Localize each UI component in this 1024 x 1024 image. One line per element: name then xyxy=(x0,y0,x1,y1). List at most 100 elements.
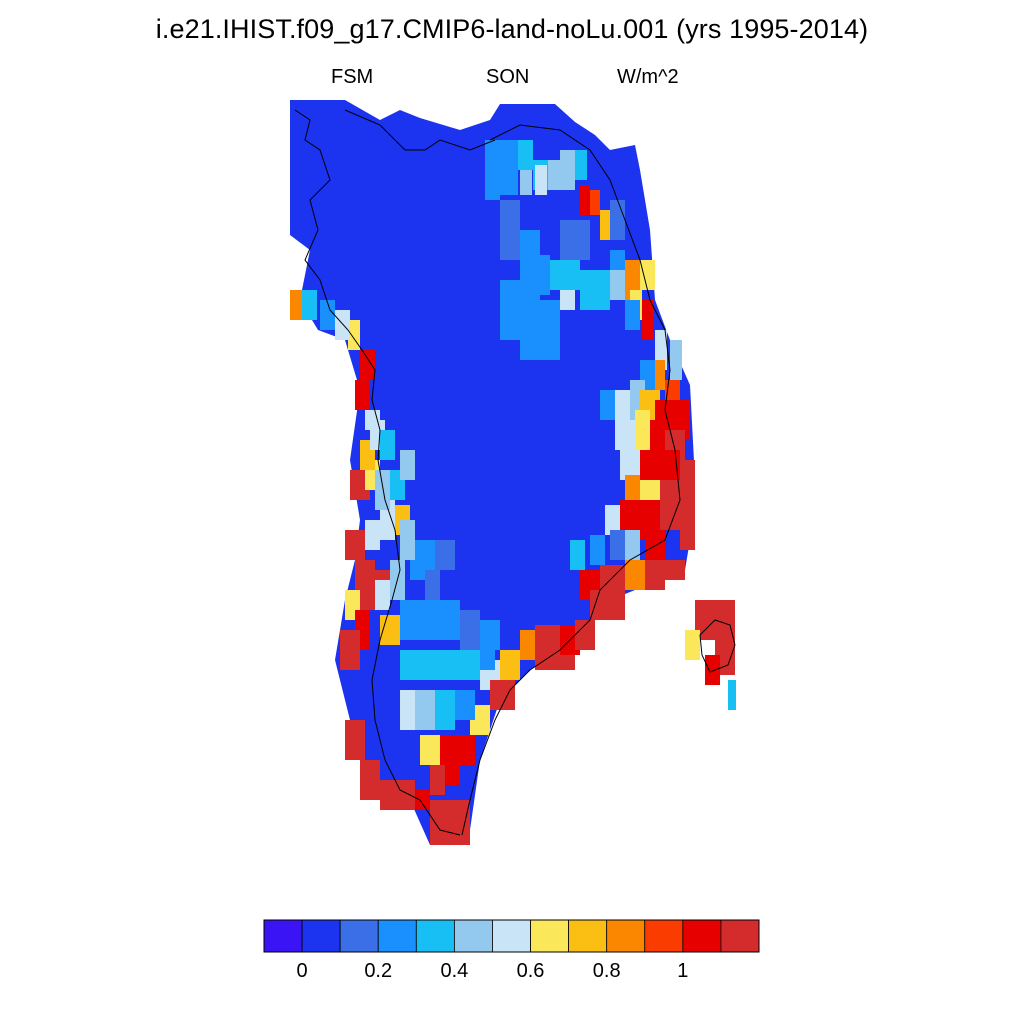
grid-cell xyxy=(302,290,317,320)
colorbar-tick-label: 0.8 xyxy=(592,960,621,982)
grid-cell xyxy=(415,790,430,810)
grid-cell xyxy=(380,430,395,460)
grid-cell xyxy=(400,690,415,730)
grid-cell xyxy=(425,650,450,680)
grid-cell xyxy=(455,690,475,720)
grid-cell xyxy=(665,560,685,580)
grid-cell xyxy=(360,350,375,380)
grid-cell xyxy=(600,390,615,420)
grid-cell xyxy=(500,140,518,195)
grid-cell xyxy=(335,310,350,340)
grid-cell xyxy=(520,170,532,195)
grid-cell xyxy=(670,340,682,380)
coastline xyxy=(294,109,736,836)
grid-cell xyxy=(395,780,415,810)
iceland-cell xyxy=(685,630,700,660)
grid-cell xyxy=(625,475,640,505)
grid-cell xyxy=(460,610,480,650)
grid-cell xyxy=(535,165,547,195)
plot-title: i.e21.IHIST.f09_g17.CMIP6-land-noLu.001 … xyxy=(155,14,869,44)
grid-cell xyxy=(360,760,380,800)
grid-cell xyxy=(320,300,335,330)
colorbar-frame xyxy=(263,919,760,953)
grid-cell xyxy=(620,500,640,530)
coastline-north xyxy=(344,109,496,151)
grid-cell xyxy=(560,150,575,190)
grid-cell xyxy=(550,260,580,290)
coastline-west xyxy=(294,109,461,836)
grid-cell xyxy=(560,220,590,260)
colorbar-swatch xyxy=(377,919,417,953)
grid-cell xyxy=(655,360,665,390)
grid-cell xyxy=(640,260,655,290)
grid-cell xyxy=(485,140,500,200)
grid-cell xyxy=(435,690,455,730)
grid-cell xyxy=(500,280,520,340)
colorbar-swatch xyxy=(301,919,341,953)
grid-cell xyxy=(440,735,455,765)
colorbar-tick-label: 0.2 xyxy=(364,960,393,982)
grid-cell xyxy=(610,530,625,560)
grid-cell xyxy=(680,510,695,550)
grid-cell xyxy=(520,630,535,660)
colorbar-swatch xyxy=(644,919,684,953)
colorbar-swatch xyxy=(568,919,608,953)
grid-cell xyxy=(580,270,610,310)
grid-cell xyxy=(615,420,635,450)
grid-cell xyxy=(400,600,430,640)
colorbar-swatches xyxy=(263,919,760,953)
grid-cell xyxy=(660,500,680,530)
grid-cell xyxy=(430,600,460,640)
grid-cell xyxy=(520,255,550,295)
colorbar-swatch xyxy=(492,919,531,953)
grid-cell xyxy=(540,300,560,360)
colorbar-tick-label: 0.6 xyxy=(516,960,545,982)
grid-cell xyxy=(620,450,640,480)
grid-cell xyxy=(625,300,640,330)
grid-cell xyxy=(500,650,520,680)
grid-cell xyxy=(610,270,625,300)
grid-cell xyxy=(415,690,435,730)
colorbar-tick-label: 0 xyxy=(296,960,308,982)
variable-label: FSM xyxy=(331,66,374,88)
grid-cell xyxy=(400,520,415,560)
coastline-east xyxy=(461,124,681,836)
colorbar-tick-label: 0.4 xyxy=(440,960,469,982)
iceland-cell xyxy=(705,655,720,685)
grid-cell xyxy=(355,380,370,410)
grid-cell xyxy=(645,530,665,560)
grid-cell xyxy=(548,160,560,190)
colorbar-swatch xyxy=(453,919,493,953)
units-label: W/m^2 xyxy=(617,66,679,88)
season-label: SON xyxy=(486,66,530,88)
grid-cell xyxy=(345,720,365,760)
grid-cell xyxy=(400,450,415,480)
grid-cell xyxy=(518,140,533,170)
colorbar-swatch xyxy=(530,919,570,953)
grid-cell xyxy=(290,290,302,320)
grid-cell xyxy=(430,800,470,845)
grid-cell xyxy=(600,210,610,240)
grid-cell xyxy=(345,530,365,560)
grid-cell xyxy=(375,470,390,510)
colorbar-swatch xyxy=(682,919,722,953)
grid-cell xyxy=(625,560,645,590)
grid-cell xyxy=(520,290,540,360)
colorbar-swatch xyxy=(720,919,760,953)
grid-cell xyxy=(642,300,654,340)
colorbar-swatch xyxy=(339,919,379,953)
grid-cell xyxy=(560,290,575,310)
grid-cell xyxy=(425,570,440,600)
grid-cell xyxy=(610,590,625,620)
grid-cell xyxy=(590,590,610,620)
grid-cell xyxy=(430,765,445,795)
grid-cell xyxy=(375,580,390,610)
colorbar-swatch xyxy=(415,919,455,953)
grid-cell xyxy=(480,620,500,650)
grid-cell xyxy=(625,530,640,560)
grid-cell xyxy=(570,540,585,570)
coastline-iceland xyxy=(699,619,736,673)
grid-cell xyxy=(455,735,475,765)
colorbar-swatch xyxy=(606,919,646,953)
